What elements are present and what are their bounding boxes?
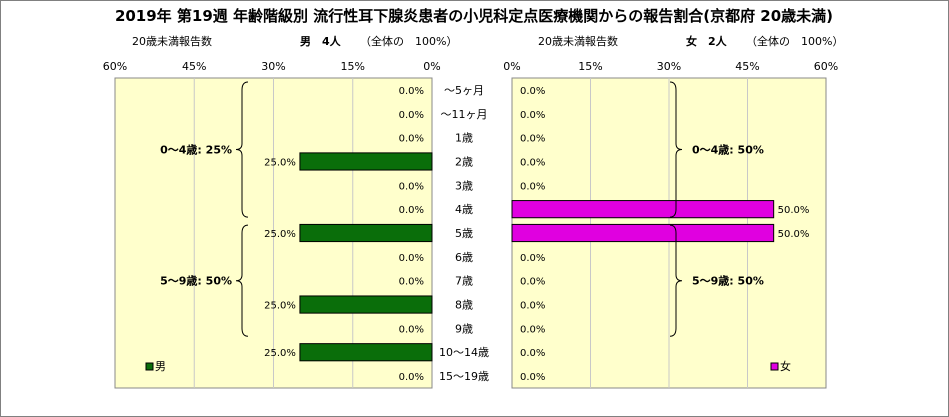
- male-bar: [299, 223, 433, 243]
- male-header-share: （全体の 100%）: [360, 34, 457, 48]
- female-tick-label: 45%: [735, 60, 759, 73]
- female-data-label: 0.0%: [520, 348, 545, 359]
- male-data-label: 25.0%: [264, 229, 296, 240]
- male-data-label: 0.0%: [399, 372, 424, 383]
- male-data-label: 0.0%: [399, 134, 424, 145]
- female-age-group-brace: [669, 81, 683, 218]
- age-category-label: 8歳: [455, 299, 473, 312]
- male-data-label: 25.0%: [264, 157, 296, 168]
- female-data-label: 0.0%: [520, 253, 545, 264]
- female-header-label: 女: [686, 34, 697, 48]
- female-data-label: 0.0%: [520, 157, 545, 168]
- age-category-label: 5歳: [455, 227, 473, 240]
- chart-title: 2019年 第19週 年齢階級別 流行性耳下腺炎患者の小児科定点医療機関からの報…: [115, 7, 833, 25]
- female-legend-swatch: [770, 362, 779, 371]
- age-category-label: 9歳: [455, 322, 473, 335]
- male-age-group-annotation: 5～9歳: 50%: [160, 274, 232, 288]
- age-category-label: ～5ヶ月: [444, 84, 484, 97]
- male-age-group-brace: [235, 224, 249, 337]
- female-bar: [511, 223, 775, 243]
- age-category-label: 7歳: [455, 275, 473, 288]
- male-data-label: 0.0%: [399, 110, 424, 121]
- male-tick-label: 45%: [182, 60, 206, 73]
- male-header-label: 男: [300, 35, 311, 48]
- male-data-label: 0.0%: [399, 181, 424, 192]
- female-subheader: 20歳未満報告数: [538, 35, 618, 48]
- age-category-label: 6歳: [455, 251, 473, 264]
- female-data-label: 0.0%: [520, 372, 545, 383]
- female-header-share: （全体の 100%）: [746, 34, 843, 48]
- male-tick-label: 60%: [103, 60, 127, 73]
- male-header-count: 4人: [322, 34, 342, 48]
- female-tick-label: 30%: [657, 60, 681, 73]
- age-category-label: ～11ヶ月: [441, 108, 488, 121]
- female-age-group-brace: [669, 224, 683, 337]
- age-category-label: 3歳: [455, 179, 473, 192]
- female-age-group-annotation: 0～4歳: 50%: [692, 143, 764, 157]
- male-bar: [299, 343, 433, 362]
- male-subheader: 20歳未満報告数: [132, 35, 212, 48]
- male-tick-label: 15%: [341, 60, 365, 73]
- female-data-label: 0.0%: [520, 301, 545, 312]
- male-age-group-annotation: 0～4歳: 25%: [160, 143, 232, 157]
- female-data-label: 0.0%: [520, 324, 545, 335]
- male-panel: 0% 15% 30% 45% 60% 0.0% 0.0% 0.0% 25.0% 0.0% 0.0% 2…: [103, 60, 441, 389]
- male-legend-swatch: [145, 362, 154, 371]
- age-category-labels: ～5ヶ月 ～11ヶ月 1歳 2歳 3歳 4歳 5歳 6歳 7歳 8歳 9歳 10～14歳 15～19歳: [439, 84, 489, 383]
- male-bar: [299, 152, 433, 171]
- male-data-label: 0.0%: [399, 324, 424, 335]
- male-data-label: 0.0%: [399, 277, 424, 288]
- female-tick-label: 15%: [578, 60, 602, 73]
- male-tick-label: 0%: [423, 60, 440, 73]
- female-data-label: 0.0%: [520, 277, 545, 288]
- female-panel: 0% 15% 30% 45% 60% 0.0% 0.0% 0.0% 0.0% 0.0% 50.0% 5…: [503, 60, 838, 389]
- female-data-label: 50.0%: [778, 205, 810, 216]
- female-data-label: 0.0%: [520, 181, 545, 192]
- age-category-label: 10～14歳: [439, 346, 489, 359]
- female-legend-label: 女: [780, 359, 791, 373]
- male-tick-label: 30%: [261, 60, 285, 73]
- female-data-label: 0.0%: [520, 86, 545, 97]
- male-legend-label: 男: [155, 360, 166, 373]
- female-bar: [511, 200, 775, 219]
- female-tick-label: 0%: [503, 60, 520, 73]
- age-category-label: 1歳: [455, 132, 473, 145]
- female-data-label: 0.0%: [520, 134, 545, 145]
- age-category-label: 2歳: [455, 155, 473, 168]
- female-data-label: 0.0%: [520, 110, 545, 121]
- female-tick-label: 60%: [814, 60, 838, 73]
- male-data-label: 25.0%: [264, 301, 296, 312]
- male-age-group-brace: [235, 81, 249, 218]
- male-data-label: 25.0%: [264, 348, 296, 359]
- male-bar: [299, 295, 433, 314]
- male-data-label: 0.0%: [399, 86, 424, 97]
- age-category-label: 15～19歳: [439, 370, 489, 383]
- female-header-count: 2人: [708, 34, 728, 48]
- male-data-label: 0.0%: [399, 253, 424, 264]
- female-age-group-annotation: 5～9歳: 50%: [692, 274, 764, 288]
- male-data-label: 0.0%: [399, 205, 424, 216]
- female-data-label: 50.0%: [778, 229, 810, 240]
- age-category-label: 4歳: [455, 203, 473, 216]
